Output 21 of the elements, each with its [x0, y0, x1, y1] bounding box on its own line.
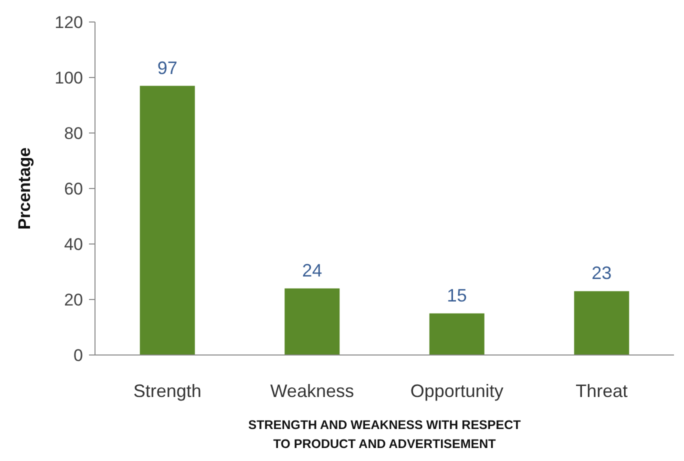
y-tick-label: 20 — [64, 290, 83, 310]
x-tick-label: Weakness — [270, 381, 354, 401]
data-label: 97 — [157, 58, 178, 78]
bar — [140, 86, 195, 355]
y-tick-label: 60 — [64, 179, 83, 198]
y-tick-label: 100 — [54, 68, 83, 88]
bar — [429, 313, 484, 355]
y-axis-title: Prcentage — [15, 147, 34, 230]
bar — [284, 288, 340, 355]
x-tick-label: Threat — [576, 381, 628, 401]
x-tick-label: Opportunity — [410, 381, 504, 401]
bar — [574, 291, 630, 355]
data-label: 15 — [446, 285, 467, 306]
data-label: 24 — [302, 260, 322, 280]
y-tick-label: 120 — [54, 12, 83, 32]
y-tick-label: 80 — [64, 124, 83, 143]
y-tick-label: 0 — [74, 346, 83, 365]
y-tick-label: 40 — [64, 234, 83, 254]
data-label: 23 — [592, 263, 612, 284]
x-axis-title: STRENGTH AND WEAKNESS WITH RESPECT TO PRODUCT AND ADVERTISEMENT — [248, 418, 522, 451]
x-tick-label: Strength — [133, 381, 202, 401]
